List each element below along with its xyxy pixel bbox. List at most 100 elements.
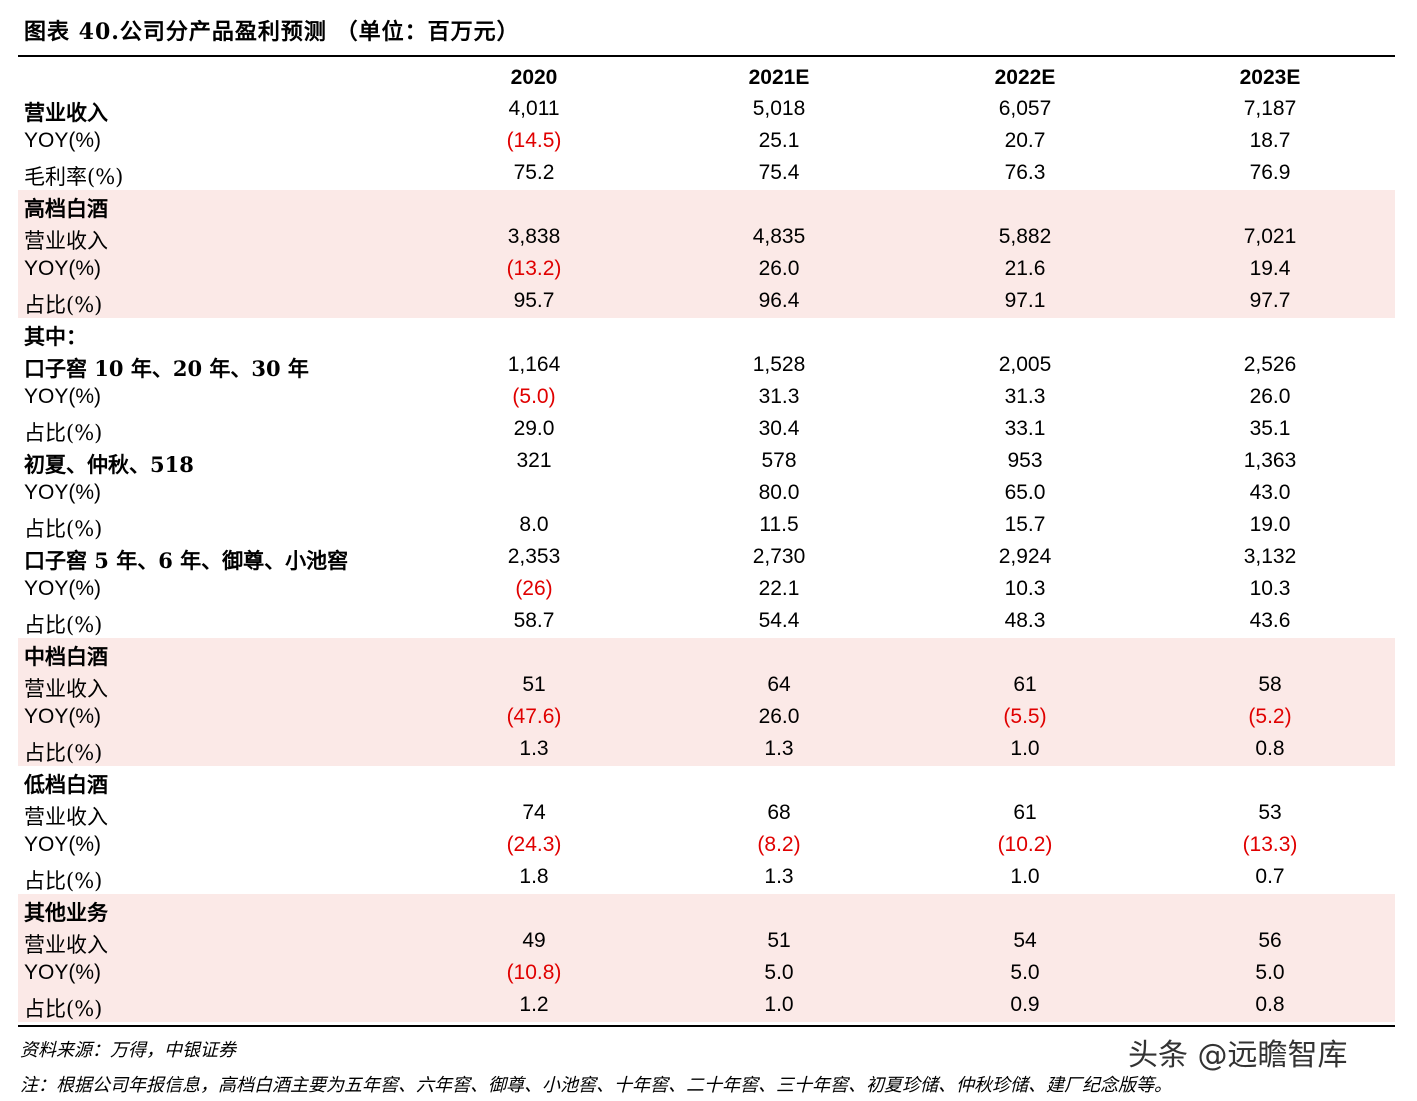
row-label: 占比(%)	[24, 741, 103, 765]
row-value-2023e: 3,132	[1243, 545, 1297, 568]
table-row: 占比(%) 95.7 96.4 97.1 97.7	[18, 286, 1395, 318]
row-value-2023e: 76.9	[1249, 161, 1291, 184]
row-value-2022e: 54	[1013, 929, 1037, 952]
table-row: 占比(%) 1.8 1.3 1.0 0.7	[18, 862, 1395, 894]
row-value-2021e: 30.4	[758, 417, 800, 440]
row-value-2021e: 4,835	[752, 225, 806, 248]
row-label: 中档白酒	[24, 644, 108, 669]
column-header-2020: 2020	[510, 66, 558, 89]
row-value-2022e: 31.3	[1004, 385, 1046, 408]
row-value-2020: 29.0	[513, 417, 555, 440]
row-value-2020: (24.3)	[506, 833, 562, 856]
table-row: YOY(%) (10.8) 5.0 5.0 5.0	[18, 958, 1395, 990]
row-value-2020: (10.8)	[506, 961, 562, 984]
row-value-2022e: 2,005	[998, 353, 1052, 376]
row-label: YOY(%)	[24, 481, 102, 504]
row-label: 营业收入	[24, 805, 108, 829]
row-value-2020: 95.7	[513, 289, 555, 312]
row-value-2022e: 97.1	[1004, 289, 1046, 312]
row-value-2022e: 6,057	[998, 97, 1052, 120]
row-value-2022e: 0.9	[1010, 993, 1040, 1016]
table-row: 初夏、仲秋、518 321 578 953 1,363	[18, 446, 1395, 478]
row-value-2023e: 10.3	[1249, 577, 1291, 600]
row-label: YOY(%)	[24, 833, 102, 856]
table-row: 低档白酒	[18, 766, 1395, 798]
table-row: 营业收入 49 51 54 56	[18, 926, 1395, 958]
row-value-2021e: 25.1	[758, 129, 800, 152]
row-value-2020: (13.2)	[506, 257, 562, 280]
row-value-2022e: (5.5)	[1003, 705, 1047, 728]
row-value-2022e: 76.3	[1004, 161, 1046, 184]
table-row: 其中：	[18, 318, 1395, 350]
row-value-2023e: 7,021	[1243, 225, 1297, 248]
table-row: 营业收入 3,838 4,835 5,882 7,021	[18, 222, 1395, 254]
row-value-2020: 3,838	[507, 225, 561, 248]
row-value-2023e: (5.2)	[1248, 705, 1292, 728]
row-value-2023e: 35.1	[1249, 417, 1291, 440]
row-label: 其中：	[24, 324, 87, 349]
row-value-2023e: 19.4	[1249, 257, 1291, 280]
row-value-2022e: 953	[1007, 449, 1043, 472]
row-label: 初夏、仲秋、518	[24, 452, 194, 477]
row-value-2022e: 48.3	[1004, 609, 1046, 632]
row-label: YOY(%)	[24, 961, 102, 984]
table-row: 其他业务	[18, 894, 1395, 926]
row-value-2022e: 15.7	[1004, 513, 1046, 536]
row-value-2022e: 5.0	[1010, 961, 1040, 984]
row-value-2021e: 64	[767, 673, 791, 696]
row-value-2021e: 96.4	[758, 289, 800, 312]
row-value-2023e: 0.8	[1255, 737, 1285, 760]
row-label: YOY(%)	[24, 705, 102, 728]
table-row: YOY(%) (47.6) 26.0 (5.5) (5.2)	[18, 702, 1395, 734]
row-value-2022e: (10.2)	[997, 833, 1053, 856]
row-value-2023e: 43.6	[1249, 609, 1291, 632]
row-value-2023e: 18.7	[1249, 129, 1291, 152]
row-value-2021e: 68	[767, 801, 791, 824]
row-label: 占比(%)	[24, 613, 103, 637]
table-row: 高档白酒	[18, 190, 1395, 222]
row-label: 毛利率(%)	[24, 165, 124, 189]
row-label: YOY(%)	[24, 577, 102, 600]
row-value-2021e: 51	[767, 929, 791, 952]
row-value-2020: (5.0)	[512, 385, 556, 408]
row-value-2022e: 10.3	[1004, 577, 1046, 600]
row-value-2021e: (8.2)	[757, 833, 801, 856]
table-row: 口子窖 10 年、20 年、30 年 1,164 1,528 2,005 2,526	[18, 350, 1395, 382]
row-value-2021e: 1.0	[764, 993, 794, 1016]
row-value-2020: (47.6)	[506, 705, 562, 728]
row-value-2023e: 1,363	[1243, 449, 1297, 472]
row-label: 占比(%)	[24, 421, 103, 445]
row-value-2020: 1.8	[519, 865, 549, 888]
row-value-2023e: 97.7	[1249, 289, 1291, 312]
row-value-2021e: 5.0	[764, 961, 794, 984]
row-value-2021e: 26.0	[758, 257, 800, 280]
row-value-2020: 1.3	[519, 737, 549, 760]
row-value-2021e: 54.4	[758, 609, 800, 632]
table-row: 营业收入 51 64 61 58	[18, 670, 1395, 702]
table-row: 中档白酒	[18, 638, 1395, 670]
table-row: YOY(%) (5.0) 31.3 31.3 26.0	[18, 382, 1395, 414]
row-value-2021e: 1.3	[764, 737, 794, 760]
table-row: 营业收入 4,011 5,018 6,057 7,187	[18, 94, 1395, 126]
row-value-2020: 51	[522, 673, 546, 696]
row-value-2022e: 61	[1013, 801, 1037, 824]
row-label: 其他业务	[24, 900, 108, 925]
table-row: YOY(%) (24.3) (8.2) (10.2) (13.3)	[18, 830, 1395, 862]
column-header-2022e: 2022E	[994, 66, 1056, 89]
row-value-2021e: 578	[761, 449, 797, 472]
table-row: 口子窖 5 年、6 年、御尊、小池窖 2,353 2,730 2,924 3,132	[18, 542, 1395, 574]
table-row: YOY(%) (14.5) 25.1 20.7 18.7	[18, 126, 1395, 158]
row-label: 营业收入	[24, 100, 108, 125]
row-value-2023e: 7,187	[1243, 97, 1297, 120]
row-value-2022e: 5,882	[998, 225, 1052, 248]
row-value-2022e: 20.7	[1004, 129, 1046, 152]
table-row: 营业收入 74 68 61 53	[18, 798, 1395, 830]
table-row: 占比(%) 58.7 54.4 48.3 43.6	[18, 606, 1395, 638]
row-label: 占比(%)	[24, 869, 103, 893]
row-value-2022e: 61	[1013, 673, 1037, 696]
row-value-2020: 8.0	[519, 513, 549, 536]
row-label: 高档白酒	[24, 196, 108, 221]
row-value-2021e: 75.4	[758, 161, 800, 184]
table-title: 图表 40.公司分产品盈利预测 （单位：百万元）	[24, 19, 520, 45]
column-header-row: 2020 2021E 2022E 2023E	[18, 62, 1395, 94]
